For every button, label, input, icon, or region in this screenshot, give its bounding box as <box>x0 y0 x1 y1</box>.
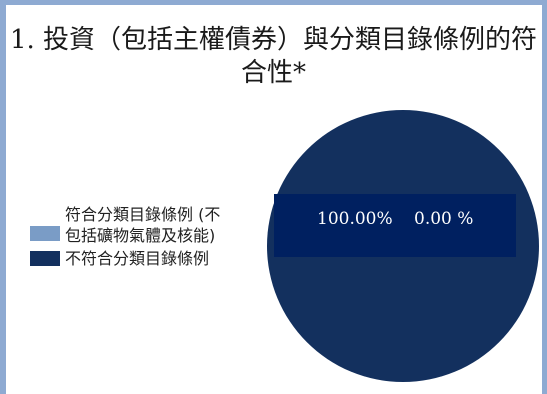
chart-title-line-1: 1. 投資（包括主權債券）與分類目錄條例的符 <box>9 25 538 55</box>
chart-legend: 符合分類目錄條例 (不 包括礦物氣體及核能) 不符合分類目錄條例 <box>30 204 270 271</box>
legend-swatch-not-aligned <box>30 251 60 266</box>
chart-title: 1. 投資（包括主權債券）與分類目錄條例的符 合性* <box>0 24 547 90</box>
data-label-not-aligned: 100.00% <box>317 209 393 229</box>
data-label-aligned: 0.00 % <box>414 209 473 229</box>
legend-swatch-aligned <box>30 226 60 241</box>
legend-item-aligned: 符合分類目錄條例 (不 包括礦物氣體及核能) <box>30 204 270 246</box>
frame-left-border <box>0 0 6 394</box>
legend-item-not-aligned: 不符合分類目錄條例 <box>30 248 270 269</box>
frame-right-border <box>542 0 547 394</box>
data-label-band <box>274 194 516 257</box>
frame-top-border <box>0 0 547 5</box>
chart-title-line-2: 合性* <box>240 58 306 88</box>
legend-label-aligned: 符合分類目錄條例 (不 包括礦物氣體及核能) <box>65 205 221 245</box>
legend-label-not-aligned: 不符合分類目錄條例 <box>65 249 210 268</box>
